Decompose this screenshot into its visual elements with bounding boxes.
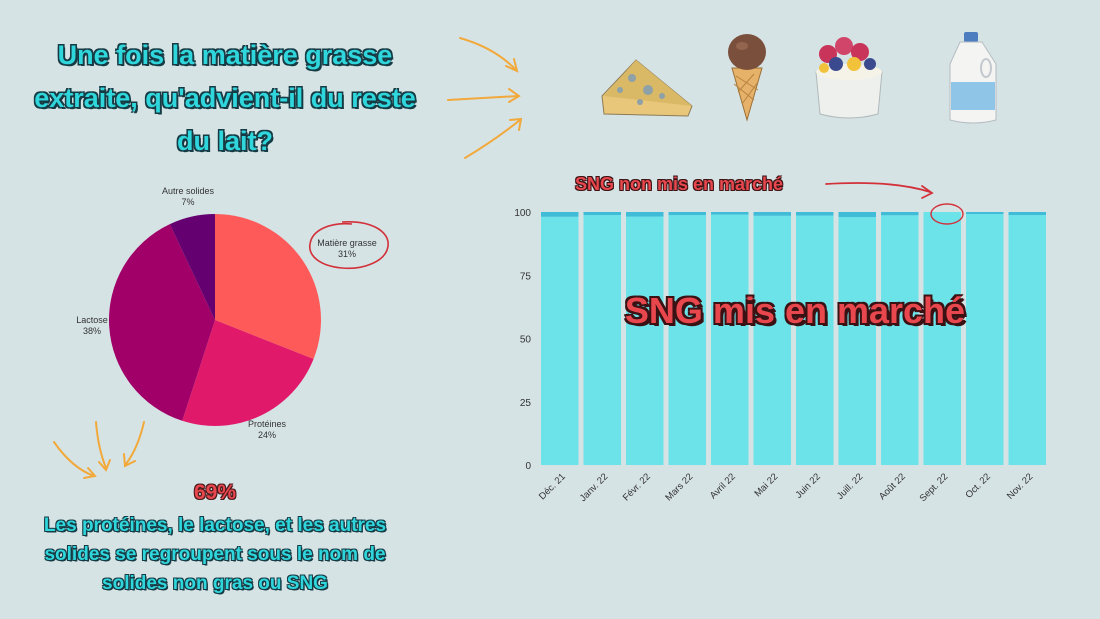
arrow-icon [95, 421, 107, 469]
arrow-icon [125, 421, 145, 465]
bar-sold [711, 214, 749, 465]
bar-sold [966, 214, 1004, 465]
pie-label-lactose: Lactose 38% [76, 315, 108, 336]
y-tick-label: 25 [520, 398, 532, 409]
bar-unsold [881, 212, 919, 216]
highlight-circle [309, 221, 389, 270]
bar-sold [1008, 215, 1046, 465]
y-tick-label: 50 [520, 335, 532, 346]
summary-text: Les protéines, le lactose, et les autres… [43, 515, 387, 594]
pie-slice-0 [215, 214, 321, 360]
milk-jug-icon [949, 32, 997, 124]
x-tick-label: Août 22 [877, 471, 908, 502]
x-tick-label: Juin 22 [793, 471, 822, 500]
x-tick-label: Déc. 21 [537, 471, 568, 502]
bar-sold [796, 215, 834, 465]
cheese-icon [601, 59, 693, 117]
arrow-icon [825, 182, 931, 193]
bar-unsold [626, 212, 664, 217]
pie-slice-1 [182, 320, 314, 426]
arrow-icon [53, 441, 95, 477]
arrow-group-top [447, 37, 523, 159]
unsold-label: SNG non mis en marché [575, 174, 784, 194]
bar-unsold [796, 212, 834, 216]
bar-chart: 0 25 50 75 100 Déc. 21 Janv. 22 Févr. 22 Mars 2… [514, 208, 1046, 504]
unsold-arrow [825, 182, 964, 225]
arrow-icon [464, 119, 521, 159]
sold-label: SNG mis en marché [624, 290, 966, 331]
page-title: Une fois la matière grasse extraite, qu'… [34, 40, 416, 156]
x-tick-label: Oct. 22 [963, 471, 992, 500]
bar-unsold [711, 212, 749, 215]
bar-sold [838, 217, 876, 465]
x-tick-label: Nov. 22 [1005, 471, 1035, 501]
arrow-group-bottom [53, 421, 145, 479]
bar-unsold [1008, 212, 1046, 216]
highlight-ellipse [930, 203, 964, 225]
pie-chart [108, 214, 321, 426]
x-tick-label: Mai 22 [752, 471, 780, 499]
pie-label-autre-solides: Autre solides 7% [161, 186, 215, 207]
bar-sold [626, 216, 664, 465]
summary-percent: 69% [193, 481, 237, 504]
y-tick-label: 100 [514, 208, 531, 219]
x-tick-label: Févr. 22 [621, 471, 653, 503]
pie-slice-2 [108, 224, 215, 421]
bar-unsold [668, 212, 706, 216]
bar-unsold [838, 212, 876, 218]
arrow-icon [447, 95, 519, 101]
ice-cream-icon [728, 34, 766, 122]
bar-sold [753, 215, 791, 465]
y-tick-label: 0 [525, 461, 531, 472]
bar-sold [583, 215, 621, 465]
pie-slice-3 [169, 214, 215, 320]
bar-unsold [583, 212, 621, 216]
x-tick-label: Janv. 22 [578, 471, 611, 504]
bar-unsold [753, 212, 791, 216]
bar-unsold [966, 212, 1004, 215]
bar-unsold [541, 212, 579, 217]
bar-sold [541, 216, 579, 465]
x-tick-label: Mars 22 [663, 471, 695, 503]
bar-sold [668, 215, 706, 465]
bar-sold [881, 215, 919, 465]
bar-sold [923, 212, 961, 465]
arrow-icon [459, 37, 517, 71]
x-tick-label: Sept. 22 [918, 471, 951, 504]
y-tick-label: 75 [520, 271, 532, 282]
pie-label-matiere-grasse: Matière grasse 31% [317, 238, 377, 259]
x-tick-label: Avril 22 [708, 471, 738, 501]
pie-label-proteines: Protéines 24% [247, 419, 287, 440]
x-tick-label: Juill. 22 [835, 471, 866, 502]
yogurt-parfait-icon [815, 37, 883, 119]
